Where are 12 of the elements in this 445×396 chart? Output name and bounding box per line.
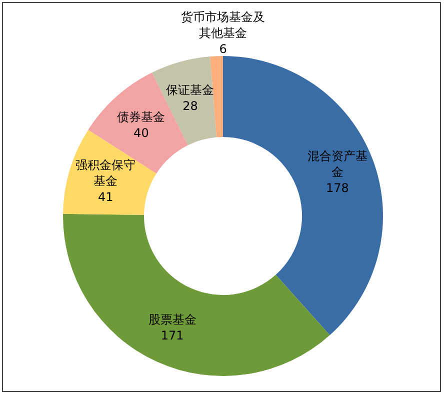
slice-label: 混合资产基金	[307, 149, 368, 180]
data-label: 171	[160, 328, 184, 343]
slice-label: 强积金保守基金	[76, 158, 136, 188]
slice-label: 股票基金	[148, 312, 196, 327]
slice-label: 保证基金	[166, 82, 214, 97]
data-label: 41	[98, 190, 114, 204]
slice-label: 货币市场基金及其他基金	[181, 10, 265, 40]
data-label: 6	[219, 42, 227, 56]
data-label: 40	[134, 126, 149, 140]
data-label: 178	[326, 181, 349, 196]
slice-label: 债券基金	[117, 110, 166, 124]
data-label: 28	[182, 98, 198, 113]
